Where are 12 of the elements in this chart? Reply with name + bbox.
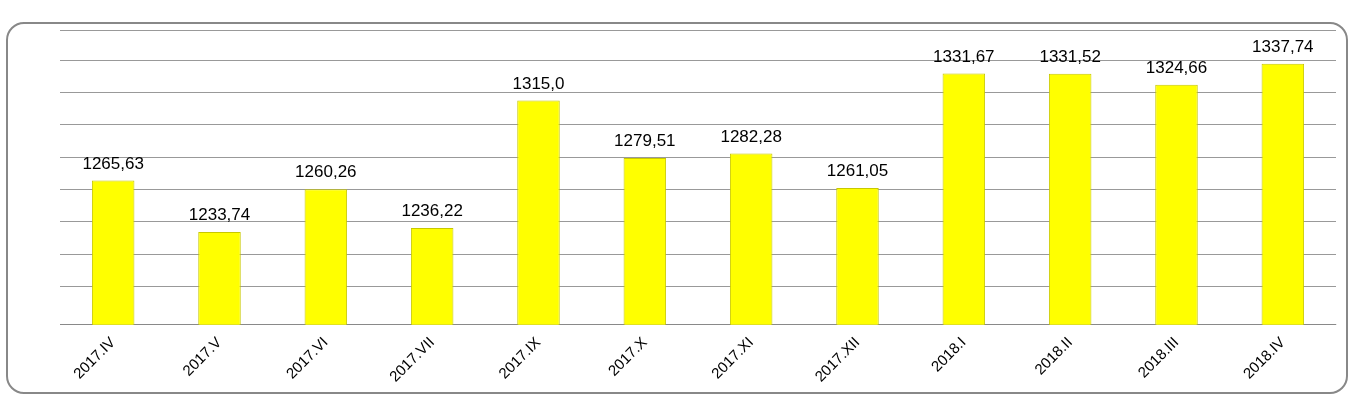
data-label: 1279,51 (614, 131, 676, 151)
data-label: 1233,74 (188, 205, 251, 225)
data-label: 1282,28 (720, 126, 782, 146)
data-label: 1324,66 (1145, 58, 1208, 78)
data-label: 1261,05 (826, 161, 889, 181)
data-label: 1265,63 (82, 153, 144, 173)
data-label: 1260,26 (295, 162, 357, 182)
data-label: 1337,74 (1252, 36, 1314, 56)
data-label: 1236,22 (401, 201, 463, 221)
data-label: 1331,67 (933, 46, 995, 66)
data-label: 1331,52 (1039, 46, 1101, 66)
data-label: 1315,0 (512, 73, 565, 93)
